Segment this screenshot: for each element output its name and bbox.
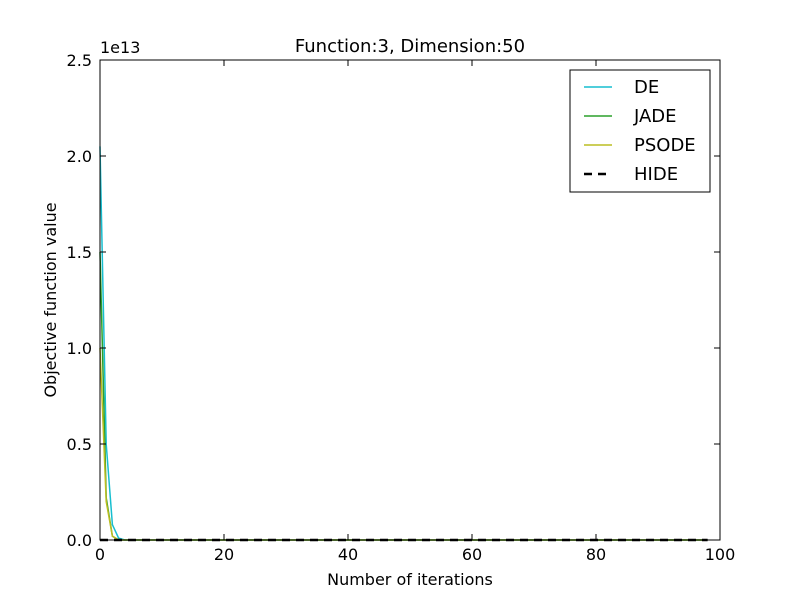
legend-label-psode: PSODE (634, 135, 696, 156)
y-tick-label: 2.0 (67, 147, 92, 166)
tick-layer: 0 20 40 60 80 100 0.0 0.5 1.0 1.5 2.0 2.5 (67, 51, 736, 564)
series-line-psode (99, 347, 708, 541)
legend-label-hide: HIDE (634, 164, 678, 185)
x-tick-label: 100 (705, 545, 736, 564)
y-tick-label: 1.5 (67, 243, 92, 262)
x-tick-label: 80 (586, 545, 606, 564)
legend-label-de: DE (634, 77, 659, 98)
legend: DE JADE PSODE HIDE (569, 69, 711, 193)
y-axis-label: Objective function value (41, 202, 60, 397)
y-tick-label: 2.5 (67, 51, 92, 70)
x-tick-label: 60 (462, 545, 482, 564)
x-tick-label: 40 (338, 545, 358, 564)
y-tick-label: 0.0 (67, 531, 92, 550)
chart-title: Function:3, Dimension:50 (295, 36, 525, 57)
y-offset-label: 1e13 (100, 38, 140, 57)
y-tick-label: 0.5 (67, 435, 92, 454)
series-line-de (99, 146, 708, 541)
plot-frame (99, 59, 721, 541)
legend-box (569, 69, 711, 193)
x-axis-label: Number of iterations (327, 570, 493, 589)
series-line-jade (99, 251, 708, 541)
y-tick-label: 1.0 (67, 339, 92, 358)
series-layer (99, 146, 708, 542)
x-tick-label: 0 (95, 545, 105, 564)
x-tick-label: 20 (214, 545, 234, 564)
legend-label-jade: JADE (633, 106, 677, 127)
